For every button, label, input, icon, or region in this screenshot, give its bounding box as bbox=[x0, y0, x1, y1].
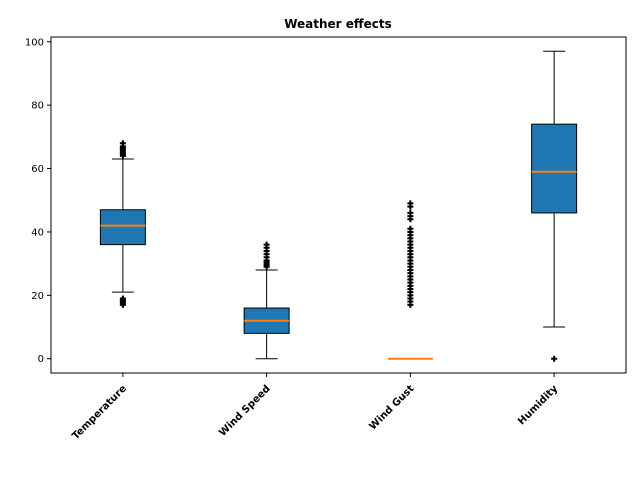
x-tick-label: Temperature bbox=[70, 383, 129, 442]
y-tick-label: 0 bbox=[38, 354, 44, 365]
y-tick-label: 100 bbox=[25, 37, 44, 48]
plot-area bbox=[99, 50, 578, 362]
y-tick-label: 60 bbox=[31, 164, 44, 175]
box-group bbox=[531, 50, 578, 362]
x-tick-label: Wind Speed bbox=[217, 383, 272, 438]
box-iqr bbox=[531, 123, 578, 214]
box-iqr bbox=[99, 209, 146, 246]
box-group bbox=[243, 241, 290, 360]
y-tick-label: 80 bbox=[31, 101, 44, 112]
outlier-point bbox=[119, 295, 126, 302]
outlier-point bbox=[119, 140, 126, 147]
x-tick-label: Wind Gust bbox=[368, 383, 417, 432]
box-group bbox=[99, 140, 146, 308]
outlier-point bbox=[407, 200, 414, 207]
outlier-point bbox=[263, 241, 270, 248]
plot-frame bbox=[50, 36, 627, 374]
outlier-point bbox=[407, 209, 414, 216]
y-tick-label: 20 bbox=[31, 291, 44, 302]
outlier-point bbox=[551, 355, 558, 362]
outlier-point bbox=[407, 225, 414, 232]
box-group bbox=[387, 200, 433, 360]
chart-title: Weather effects bbox=[284, 17, 392, 31]
x-tick-label: Humidity bbox=[516, 383, 560, 427]
y-tick-label: 40 bbox=[31, 227, 44, 238]
